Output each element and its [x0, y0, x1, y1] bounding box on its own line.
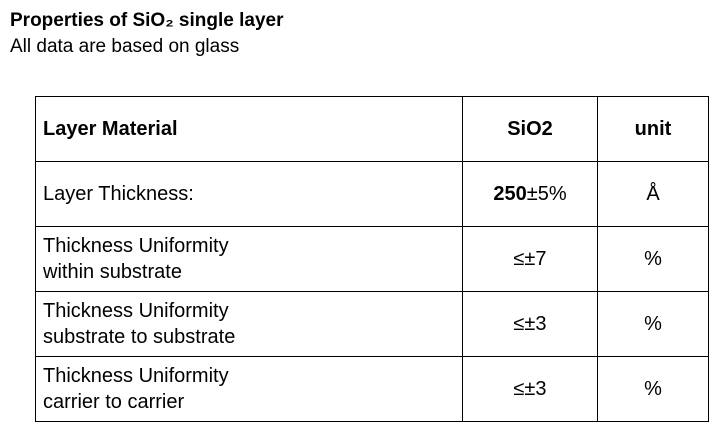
property-cell: Layer Thickness: [35, 161, 463, 227]
unit-cell: % [597, 291, 709, 357]
table-row: Layer Thickness: 250±5% Å [35, 161, 709, 227]
value-main: 250 [493, 183, 527, 205]
property-cell: Thickness Uniformity substrate to substr… [35, 291, 463, 357]
value-cell: 250±5% [462, 161, 598, 227]
value-rest: ≤±3 [513, 378, 547, 400]
property-cell: Thickness Uniformity within substrate [35, 226, 463, 292]
property-cell: Thickness Uniformity carrier to carrier [35, 356, 463, 422]
title: Properties of SiO₂ single layer [10, 10, 284, 31]
unit-cell: % [597, 356, 709, 422]
table-row: Thickness Uniformity carrier to carrier ≤… [35, 356, 709, 422]
header-row: Layer Material SiO2 unit [35, 96, 709, 162]
value-rest: ±5% [526, 183, 567, 205]
value-cell: ≤±3 [462, 291, 598, 357]
value-rest: ≤±7 [513, 248, 547, 270]
table-row: Thickness Uniformity substrate to substr… [35, 291, 709, 357]
column-header: unit [597, 96, 709, 162]
properties-table: Layer Material SiO2 unit Layer Thickness… [35, 96, 709, 422]
table-body: Layer Thickness: 250±5% Å Thickness Uniform… [35, 161, 709, 422]
column-header: SiO2 [462, 96, 598, 162]
value-cell: ≤±7 [462, 226, 598, 292]
unit-cell: Å [597, 161, 709, 227]
subtitle: All data are based on glass [10, 36, 240, 57]
table-row: Thickness Uniformity within substrate ≤±7… [35, 226, 709, 292]
value-rest: ≤±3 [513, 313, 547, 335]
unit-cell: % [597, 226, 709, 292]
value-cell: ≤±3 [462, 356, 598, 422]
column-header: Layer Material [35, 96, 463, 162]
